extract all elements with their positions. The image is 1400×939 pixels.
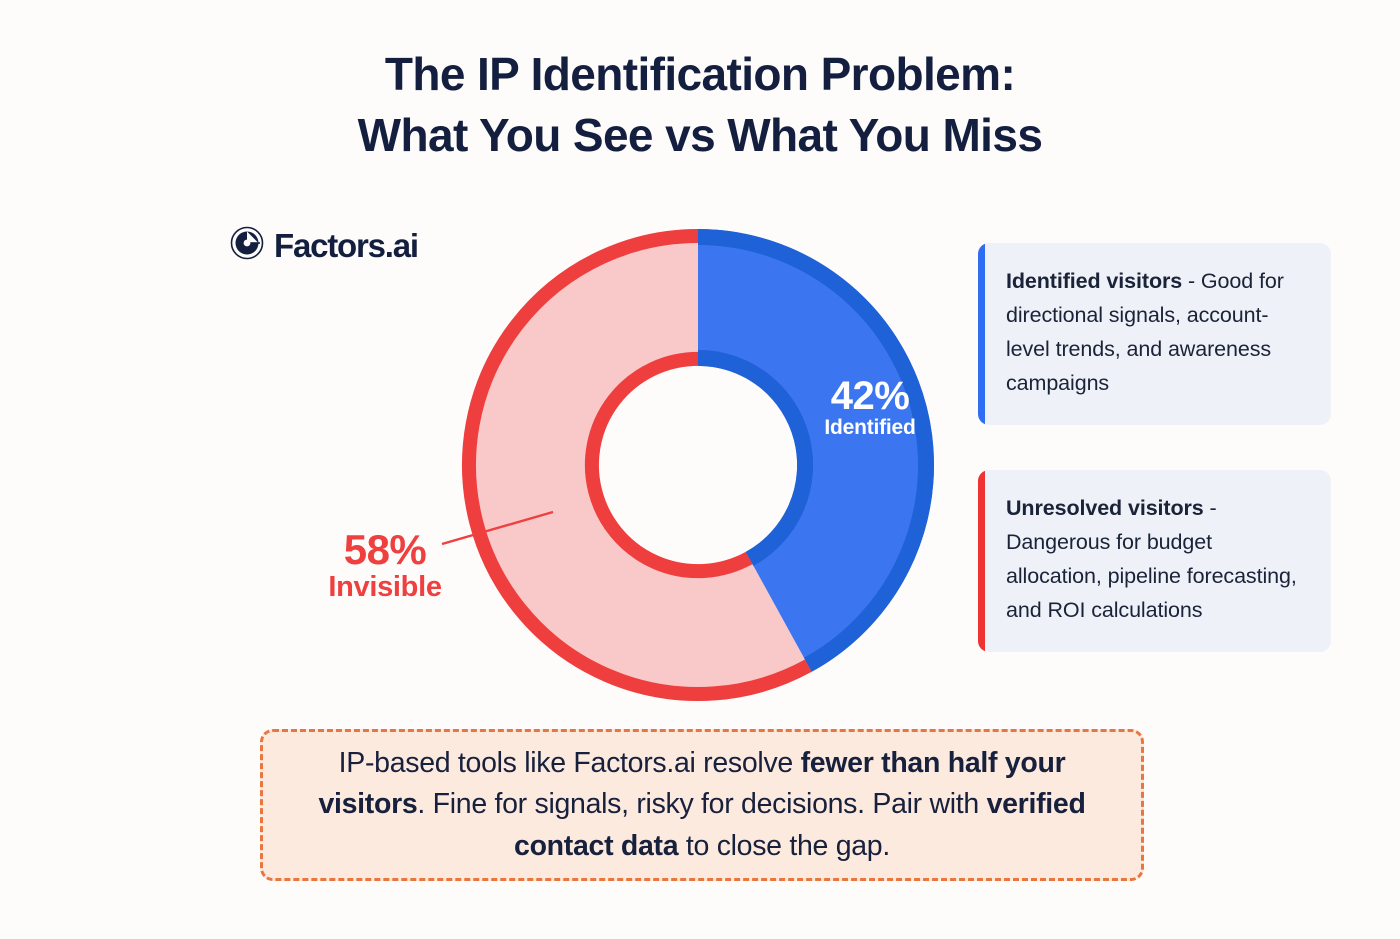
identified-percent-value: 42% bbox=[830, 374, 910, 418]
summary-text: IP-based tools like Factors.ai resolve f… bbox=[293, 743, 1111, 867]
brand-logo: Factors.ai bbox=[230, 226, 419, 265]
donut-label-identified: 42% Identified bbox=[790, 375, 950, 440]
summary-part1: IP-based tools like Factors.ai resolve bbox=[338, 747, 801, 780]
callout-unresolved-visitors: Unresolved visitors - Dangerous for budg… bbox=[978, 470, 1331, 652]
donut-label-invisible: 58% Invisible bbox=[310, 528, 460, 602]
donut-slice-invisible bbox=[462, 229, 812, 701]
logo-wordmark: Factors.ai bbox=[274, 226, 419, 264]
donut-ring-identified-outer bbox=[697, 229, 934, 672]
callout-accent-bar-red bbox=[978, 470, 985, 652]
page-title: The IP Identification Problem: What You … bbox=[357, 48, 1043, 162]
factors-circle-logo-icon bbox=[230, 226, 264, 265]
summary-callout-box: IP-based tools like Factors.ai resolve f… bbox=[260, 729, 1144, 881]
summary-bold1: fewer than half your visitors bbox=[318, 747, 1066, 821]
callout-accent-bar-blue bbox=[978, 243, 985, 425]
summary-part3: to close the gap. bbox=[678, 829, 890, 862]
callout-unresolved-body: Dangerous for budget allocation, pipelin… bbox=[1006, 529, 1297, 622]
donut-ring-identified-inner bbox=[697, 349, 814, 566]
invisible-percent-label: Invisible bbox=[328, 570, 442, 603]
donut-chart bbox=[446, 213, 950, 717]
invisible-label-leader-line bbox=[441, 510, 554, 546]
callout-unresolved-dash: - bbox=[1203, 496, 1217, 520]
donut-ring-invisible-outer bbox=[462, 229, 812, 701]
callout-unresolved-title: Unresolved visitors bbox=[1006, 496, 1204, 520]
donut-ring-invisible-inner bbox=[584, 351, 753, 579]
summary-part2: . Fine for signals, risky for decisions.… bbox=[417, 788, 987, 821]
callout-identified-visitors: Identified visitors - Good for direction… bbox=[978, 243, 1331, 425]
identified-percent-label: Identified bbox=[824, 416, 916, 440]
callout-identified-dash: - bbox=[1182, 269, 1201, 293]
summary-bold2: verified contact data bbox=[514, 788, 1086, 862]
callout-identified-title: Identified visitors bbox=[1006, 269, 1183, 293]
invisible-percent-value: 58% bbox=[343, 526, 427, 573]
callout-identified-body: Good for directional signals, account-le… bbox=[1006, 269, 1284, 395]
